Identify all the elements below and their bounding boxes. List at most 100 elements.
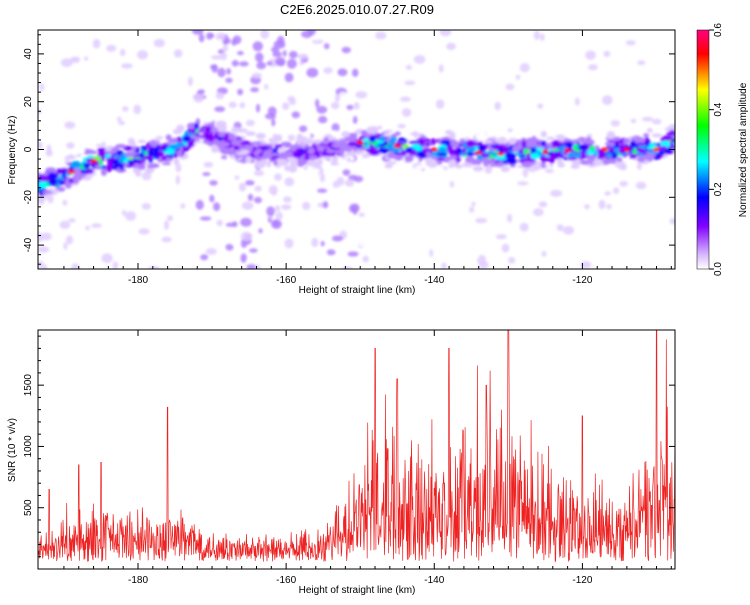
spectrogram-xtick-label: -140 — [424, 275, 444, 286]
spectrogram-band-cell — [546, 136, 555, 141]
spectrogram-band-cell — [577, 144, 588, 151]
spectrogram-noise-cell — [603, 50, 611, 58]
spectrogram-band-cell — [186, 122, 197, 130]
spectrogram-noise-cell — [239, 102, 246, 109]
spectrogram-hotspot — [67, 169, 75, 174]
spectrogram-band-cell — [671, 139, 675, 143]
spectrogram-noise-cell — [175, 175, 181, 185]
spectrogram-noise-cell — [38, 260, 44, 269]
spectrogram-band-cell — [193, 135, 200, 142]
spectrogram-band-cell — [73, 168, 81, 176]
spectrogram-noise-cell — [475, 217, 488, 224]
spectrogram-band-cell — [283, 144, 295, 148]
spectrogram-noise-cell — [392, 222, 400, 232]
spectrogram-hotspot — [601, 147, 609, 152]
spectrogram-noise-cell — [205, 248, 217, 255]
spectrogram-band-cell — [437, 152, 447, 156]
spectrogram-noise-cell — [225, 243, 234, 251]
spectrogram-band-cell — [623, 138, 630, 144]
spectrogram-noise-cell — [272, 51, 282, 58]
spectrogram-noise-cell — [541, 251, 547, 257]
spectrogram-band-cell — [276, 164, 281, 169]
spectrogram-noise-cell — [64, 121, 76, 129]
spectrogram-band-cell — [466, 146, 476, 153]
spectrogram-band-cell — [576, 152, 581, 158]
spectrogram-noise-cell — [193, 93, 205, 103]
spectrogram-noise-cell — [550, 189, 563, 197]
spectrogram-noise-cell — [264, 83, 269, 90]
spectrogram-band-cell — [326, 149, 335, 154]
spectrogram-band-cell — [549, 163, 554, 168]
spectrogram-band-cell — [423, 138, 431, 142]
snr-frame — [37, 329, 676, 570]
spectrogram-noise-cell — [274, 173, 282, 181]
spectrogram-noise-cell — [253, 170, 265, 177]
spectrogram-band-cell — [47, 172, 59, 180]
spectrogram-noise-cell — [175, 163, 182, 173]
spectrogram-noise-cell — [552, 30, 561, 35]
spectrogram-band-cell — [462, 162, 472, 168]
spectrogram-noise-cell — [43, 264, 48, 269]
spectrogram-noise-cell — [241, 201, 254, 210]
spectrogram-noise-cell — [544, 168, 555, 173]
spectrogram-noise-cell — [222, 45, 229, 52]
spectrogram-noise-cell — [200, 254, 209, 261]
spectrogram-noise-cell — [585, 50, 596, 60]
spectrogram-band-cell — [657, 150, 665, 157]
spectrogram-noise-cell — [180, 203, 186, 209]
spectrogram-band-cell — [565, 141, 573, 149]
spectrogram-noise-cell — [495, 234, 507, 240]
spectrogram-band-cell — [404, 155, 414, 163]
spectrogram-band-cell — [431, 137, 436, 146]
spectrogram-noise-cell — [574, 97, 580, 106]
spectrogram-noise-cell — [632, 71, 638, 82]
spectrogram-noise-cell — [209, 180, 218, 186]
spectrogram-band-cell — [377, 125, 383, 130]
spectrogram-hotspot — [623, 147, 631, 152]
spectrogram-band-cell — [172, 144, 181, 148]
spectrogram-band-cell — [227, 133, 233, 141]
spectrogram-noise-cell — [287, 134, 296, 142]
spectrogram-band-cell — [587, 153, 596, 162]
spectrogram-noise-cell — [232, 35, 242, 45]
spectrogram-xtick-label: -180 — [128, 275, 148, 286]
spectrogram-noise-cell — [546, 114, 555, 125]
spectrogram-noise-cell — [141, 171, 152, 181]
spectrogram-noise-cell — [246, 263, 257, 269]
spectrogram-noise-cell — [70, 57, 80, 63]
spectrogram-noise-cell — [283, 196, 292, 203]
spectrogram-noise-cell — [435, 99, 445, 109]
spectrogram-noise-cell — [397, 123, 406, 129]
spectrogram-band-cell — [527, 140, 538, 147]
spectrogram-band-cell — [592, 158, 604, 166]
spectrogram-noise-cell — [546, 175, 553, 186]
spectrogram-band-cell — [454, 164, 463, 169]
snr-xlabel: Height of straight line (km) — [299, 585, 416, 596]
spectrogram-noise-cell — [209, 194, 215, 203]
spectrogram-noise-cell — [315, 98, 320, 108]
spectrogram-noise-cell — [121, 63, 133, 69]
spectrogram-band-cell — [379, 135, 385, 142]
spectrogram-ytick-label: -40 — [23, 237, 34, 252]
spectrogram-noise-cell — [198, 33, 205, 43]
spectrogram-noise-cell — [317, 188, 328, 193]
spectrogram-band-cell — [383, 132, 390, 138]
spectrogram-noise-cell — [122, 106, 129, 112]
spectrogram-band-cell — [240, 149, 250, 155]
spectrogram-band-cell — [83, 163, 90, 169]
spectrogram-noise-cell — [336, 176, 345, 186]
spectrogram-noise-cell — [45, 149, 53, 157]
spectrogram-noise-cell — [214, 106, 226, 113]
spectrogram-band-cell — [153, 168, 160, 173]
spectrogram-noise-cell — [349, 203, 360, 214]
spectrogram-noise-cell — [502, 190, 514, 197]
spectrogram-hotspot — [653, 147, 660, 152]
spectrogram-band-cell — [378, 147, 389, 154]
spectrogram-band-cell — [68, 178, 75, 184]
spectrogram-noise-cell — [331, 123, 340, 133]
spectrogram-band-cell — [95, 144, 103, 147]
spectrogram-noise-cell — [322, 200, 329, 209]
spectrogram-band-cell — [571, 158, 582, 166]
spectrogram-panel: -180 -160 -140 -120 40 20 0 -20 -40 Frequency (H… — [7, 29, 676, 296]
spectrogram-noise-cell — [326, 249, 336, 256]
